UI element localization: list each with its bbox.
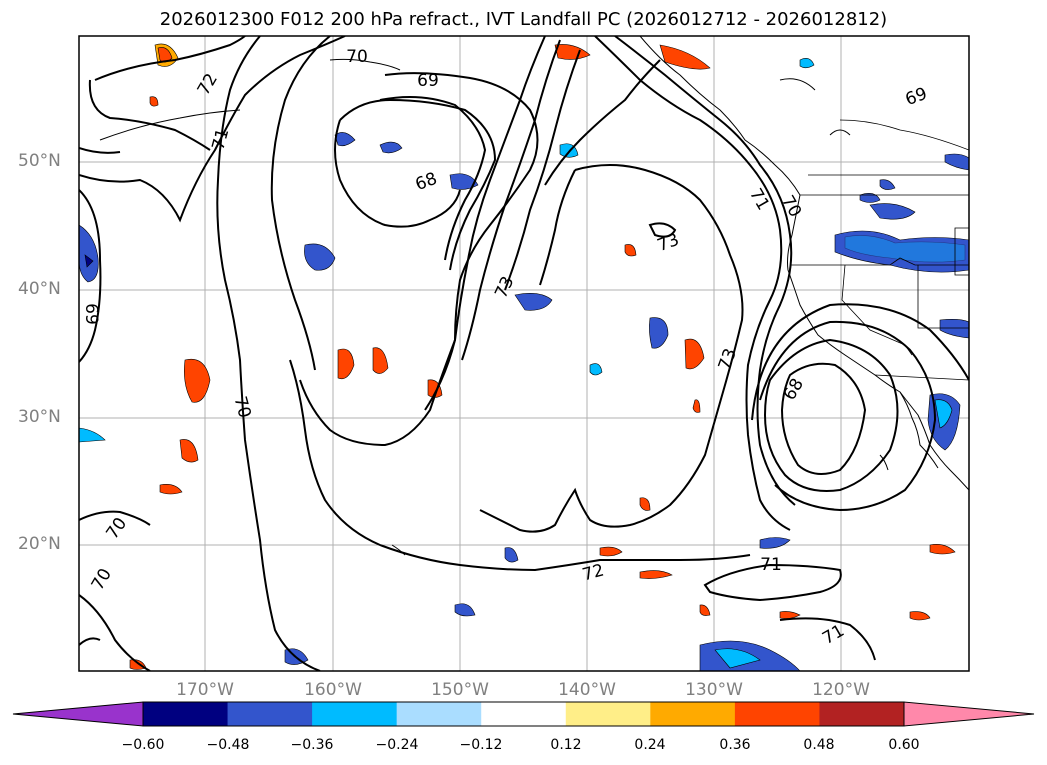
colorbar-extend-low [13,702,143,726]
colorbar-segment [734,702,820,726]
colorbar-segment [143,702,229,726]
map-title: 2026012300 F012 200 hPa refract., IVT La… [159,9,888,30]
colorbar-tick: −0.48 [206,737,250,753]
colorbar-segment [481,702,567,726]
colorbar-tick: −0.36 [290,737,334,753]
lat-label: 40°N [18,279,61,299]
refractivity-contours [79,36,969,671]
colorbar [12,701,1035,727]
coastlines [99,36,969,556]
colorbar-extend-high [904,702,1034,726]
colorbar-tick: 0.12 [550,737,582,753]
colorbar-tick: 0.60 [888,737,920,753]
colorbar-segment [565,702,651,726]
contour-label: 70 [346,47,368,67]
colorbar-segment [396,702,482,726]
colorbar-tick: −0.24 [375,737,419,753]
colorbar-segment [227,702,313,726]
colorbar-tick: −0.12 [459,737,503,753]
map-plot: 72 70 69 71 68 69 73 71 70 73 73 68 69 7… [78,35,970,672]
colorbar-tick: 0.36 [719,737,751,753]
lon-label: 130°W [685,680,743,700]
colorbar-segment [312,702,398,726]
colorbar-tick: 0.48 [803,737,835,753]
lat-label: 30°N [18,407,61,427]
lon-label: 160°W [304,680,362,700]
contour-label: 69 [81,303,101,325]
lon-label: 140°W [558,680,616,700]
lon-label: 170°W [176,680,234,700]
colorbar-segment [650,702,736,726]
contour-label: 69 [417,71,439,91]
colorbar-tick: 0.24 [634,737,666,753]
colorbar-segment [819,702,905,726]
contour-label: 71 [760,555,782,575]
colorbar-tick: −0.60 [121,737,165,753]
lat-label: 20°N [18,534,61,554]
lon-label: 150°W [431,680,489,700]
gridlines [79,36,969,671]
ivt-shading [79,43,969,671]
lon-label: 120°W [812,680,870,700]
lat-label: 50°N [18,151,61,171]
